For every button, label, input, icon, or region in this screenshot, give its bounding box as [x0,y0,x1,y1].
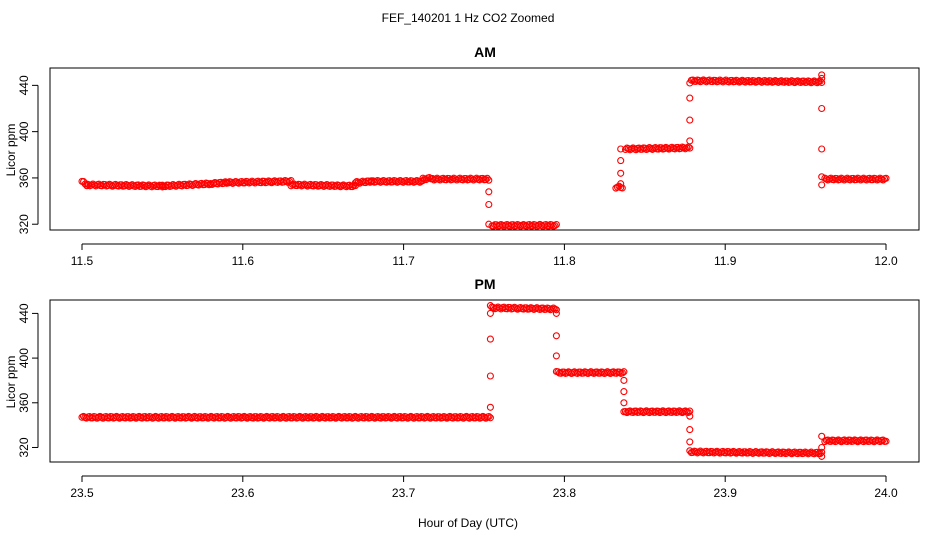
am-data-point [617,180,625,188]
pm-data-point [552,309,560,317]
am-x-tick-label: 11.9 [714,254,737,268]
am-plot-frame [49,67,920,231]
am-data-point [617,169,625,177]
pm-data-point [620,388,628,396]
am-data-point [683,144,691,152]
am-y-tick-label: 440 [17,75,31,95]
am-data-point [283,177,291,185]
am-data-point [482,176,490,184]
am-x-tick-label: 11.5 [71,254,94,268]
pm-panel-title: PM [475,276,496,292]
pm-plot-frame [49,299,920,463]
am-data-point [818,145,826,153]
pm-data-point [620,399,628,407]
pm-data-point [486,403,494,411]
pm-data-point [686,447,694,455]
pm-data-point [552,306,560,314]
am-data-point [818,74,826,82]
pm-data-point [486,335,494,343]
am-data-point [686,144,694,152]
pm-x-tick-label: 23.7 [392,486,416,500]
pm-y-tick-label: 400 [17,348,31,368]
pm-x-tick-label: 24.0 [874,486,898,500]
pm-data-point [548,305,556,313]
pm-data-point [486,302,494,310]
am-data-point [882,174,890,182]
am-data-point [548,221,556,229]
am-data-point [485,176,493,184]
am-data-point [485,188,493,196]
am-x-tick-label: 11.8 [553,254,576,268]
am-points [78,71,890,230]
pm-data-point [882,437,890,445]
am-data-point [686,94,694,102]
pm-data-point [552,332,560,340]
pm-x-tick-label: 23.9 [714,486,738,500]
pm-y-axis: 320 360 400 440 [17,303,39,457]
am-data-point [818,78,826,87]
pm-panel: PM Licor ppm 23.5 23.6 23.7 23.8 23.9 24.0 32… [4,276,920,500]
pm-data-point [486,414,494,422]
pm-data-point [486,309,494,317]
am-y-tick-label: 360 [17,168,31,188]
pm-data-point [615,368,623,376]
am-data-point [618,184,626,192]
am-data-point [818,181,826,189]
am-data-point [485,200,493,209]
am-data-point [485,220,493,228]
pm-data-point [818,452,826,460]
pm-x-tick-label: 23.5 [70,486,94,500]
pm-x-tick-label: 23.6 [231,486,255,500]
figure-xlabel: Hour of Day (UTC) [418,516,518,530]
pm-data-point [620,368,628,376]
am-panel: AM Licor ppm 11.5 11.6 11.7 11.8 11.9 12.0 32… [4,44,920,268]
pm-data-point [620,376,628,384]
am-x-tick-label: 12.0 [874,254,898,268]
pm-data-point [818,448,826,456]
am-data-point [686,79,694,87]
pm-y-tick-label: 360 [17,392,31,412]
am-data-point [617,145,625,153]
pm-ylabel: Licor ppm [4,356,18,409]
pm-data-point [486,372,494,380]
pm-data-point [552,352,560,360]
am-x-tick-label: 11.6 [232,254,255,268]
pm-data-point [620,408,628,416]
am-data-point [552,220,560,229]
pm-data-point [485,412,493,421]
am-x-axis: 11.5 11.6 11.7 11.8 11.9 12.0 [71,243,898,268]
am-data-point [617,157,625,165]
am-data-point [818,71,826,79]
am-data-point [818,104,826,113]
pm-data-point [686,407,694,415]
am-data-point [483,174,491,182]
pm-y-tick-label: 320 [17,437,31,457]
pm-data-point [818,443,826,452]
pm-data-point [818,432,826,440]
pm-points [78,302,890,460]
pm-x-tick-label: 23.8 [553,486,577,500]
am-data-point [877,175,886,183]
am-data-point [818,173,826,181]
pm-data-point [684,408,692,417]
am-y-tick-label: 320 [17,214,31,234]
pm-x-axis: 23.5 23.6 23.7 23.8 23.9 24.0 [70,475,898,500]
pm-data-point [686,426,694,434]
pm-data-point [552,367,560,376]
am-y-tick-label: 400 [17,121,31,141]
am-y-axis: 320 360 400 440 [17,75,39,234]
am-ylabel: Licor ppm [4,124,18,177]
pm-data-point [686,412,694,420]
pm-y-tick-label: 440 [17,303,31,323]
pm-data-point [618,369,626,377]
figure-title: FEF_140201 1 Hz CO2 Zoomed [382,11,555,25]
am-data-point [686,116,694,124]
am-x-tick-label: 11.7 [392,254,415,268]
pm-data-point [686,438,694,446]
am-data-point [686,137,694,145]
am-panel-title: AM [474,44,496,60]
am-data-point [551,222,559,230]
